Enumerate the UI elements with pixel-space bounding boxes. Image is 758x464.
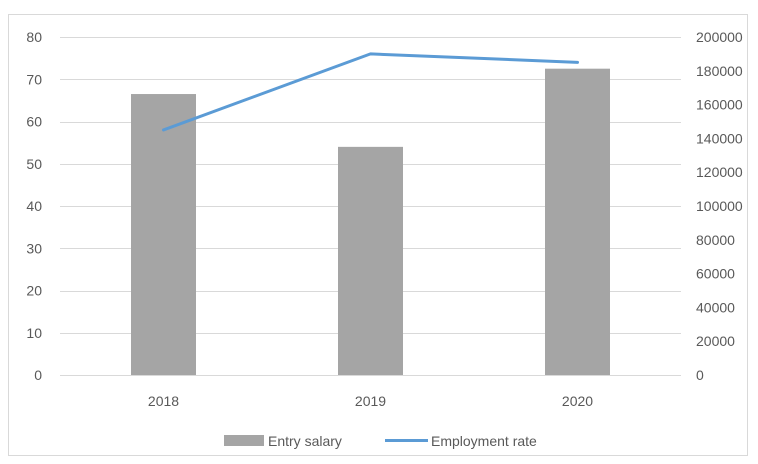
legend-label-entry-salary: Entry salary [268, 433, 342, 449]
left-axis-tick-label: 70 [26, 71, 42, 87]
bar-2018 [131, 94, 196, 375]
bar-2019 [338, 146, 403, 375]
left-axis-tick-label: 20 [26, 283, 42, 299]
left-axis-tick-label: 60 [26, 114, 42, 130]
x-axis-tick-label: 2020 [562, 393, 593, 409]
right-axis-tick-label: 180000 [696, 63, 743, 79]
left-axis-tick-label: 40 [26, 198, 42, 214]
right-axis-tick-label: 60000 [696, 266, 735, 282]
right-axis-tick-label: 80000 [696, 232, 735, 248]
right-axis-tick-label: 20000 [696, 333, 735, 349]
right-axis-tick-label: 100000 [696, 198, 743, 214]
line-series-employment-rate [162, 52, 579, 132]
employment-rate-line [162, 52, 579, 132]
right-axis-tick-label: 160000 [696, 97, 743, 113]
right-axis-tick-label: 140000 [696, 130, 743, 146]
right-y-axis: 0 20000 40000 60000 80000 100000 120000 140000 1… [696, 29, 743, 383]
left-axis-tick-label: 50 [26, 156, 42, 172]
left-y-axis: 0 10 20 30 40 50 60 70 80 [26, 29, 42, 383]
left-axis-tick-label: 0 [34, 367, 42, 383]
legend-label-employment-rate: Employment rate [431, 433, 537, 449]
left-axis-tick-label: 30 [26, 240, 42, 256]
x-axis-tick-label: 2018 [148, 393, 179, 409]
legend-swatch-entry-salary [224, 435, 264, 446]
legend: Entry salary Employment rate [224, 433, 537, 449]
bar-series-entry-salary [131, 68, 610, 375]
right-axis-tick-label: 40000 [696, 299, 735, 315]
bar-2020 [545, 68, 610, 375]
right-axis-tick-label: 120000 [696, 164, 743, 180]
left-axis-tick-label: 80 [26, 29, 42, 45]
left-axis-tick-label: 10 [26, 325, 42, 341]
x-axis-tick-label: 2019 [355, 393, 386, 409]
x-axis: 2018 2019 2020 [148, 393, 593, 409]
right-axis-tick-label: 0 [696, 367, 704, 383]
right-axis-tick-label: 200000 [696, 29, 743, 45]
